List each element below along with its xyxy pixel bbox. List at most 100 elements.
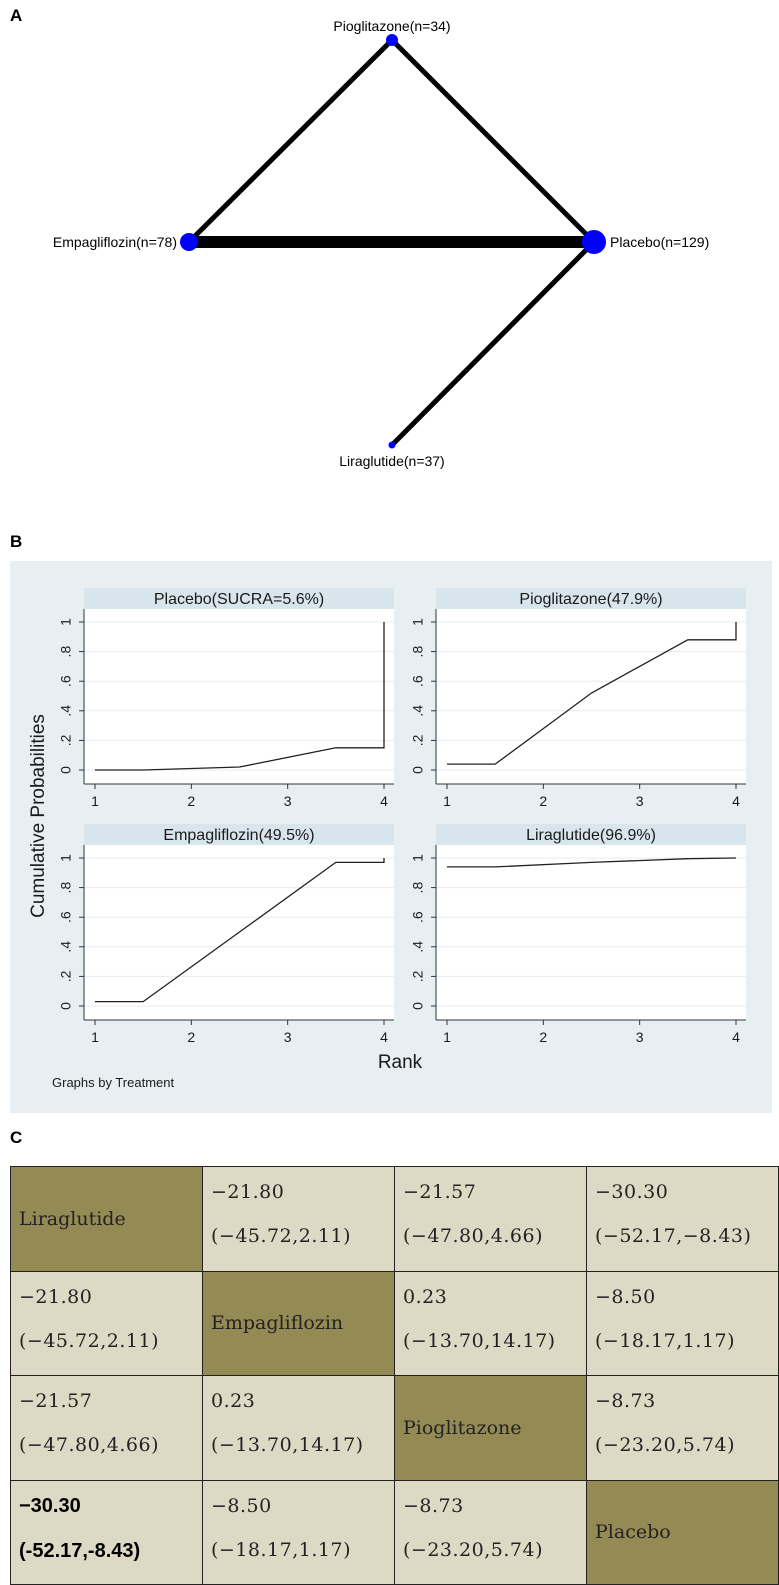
effect-estimate: −8.50 — [211, 1494, 272, 1517]
confidence-interval: (−18.17,1.17) — [211, 1538, 351, 1561]
effect-estimate: −30.30 — [595, 1181, 669, 1203]
confidence-interval: (-52.17,-8.43) — [19, 1539, 141, 1562]
x-tick-label: 2 — [187, 1029, 195, 1045]
y-tick-label: .6 — [410, 675, 426, 687]
x-tick-label: 1 — [443, 793, 451, 809]
x-tick-label: 2 — [187, 793, 195, 809]
league-cell: −30.30 (-52.17,-8.43) — [10, 1479, 203, 1585]
league-row: −21.80 (−45.72,2.11) Empagliflozin 0.23 (−13… — [10, 1270, 779, 1376]
y-tick-label: 1 — [58, 618, 74, 626]
x-tick-label: 1 — [91, 1029, 99, 1045]
network-plot: Pioglitazone(n=34) Empagliflozin(n=78) P… — [53, 18, 709, 469]
confidence-interval: (−23.20,5.74) — [403, 1538, 543, 1561]
x-tick-label: 4 — [732, 793, 740, 809]
node-label-pioglitazone: Pioglitazone(n=34) — [333, 18, 450, 34]
league-cell: −21.80 (−45.72,2.11) — [10, 1270, 203, 1376]
y-tick-label: .8 — [410, 646, 426, 658]
node-label-placebo: Placebo(n=129) — [610, 234, 709, 250]
y-tick-label: .8 — [58, 646, 74, 658]
effect-estimate: −30.30 — [19, 1494, 81, 1517]
x-tick-label: 4 — [380, 793, 388, 809]
y-tick-label: .6 — [58, 675, 74, 687]
cumulative-rank-line — [95, 622, 385, 771]
effect-estimate: −8.73 — [403, 1494, 464, 1517]
network-edges — [187, 38, 596, 447]
plot-area — [84, 609, 394, 784]
confidence-interval: (−45.72,2.11) — [19, 1329, 159, 1352]
node-pioglitazone — [386, 34, 398, 46]
x-tick-label: 1 — [443, 1029, 451, 1045]
sucra-chart: Placebo(SUCRA=5.6%) 0 .2 .4 .6 .8 1 1 2 3 4 Pioglit… — [10, 561, 772, 1113]
league-diagonal-cell: Pioglitazone — [394, 1375, 587, 1481]
league-cell: 0.23 (−13.70,14.17) — [202, 1375, 395, 1481]
confidence-interval: (−47.80,4.66) — [19, 1434, 159, 1456]
facet-header — [436, 824, 746, 845]
x-tick-label: 1 — [91, 793, 99, 809]
league-cell: −8.73 (−23.20,5.74) — [394, 1479, 587, 1585]
league-diagonal-cell: Empagliflozin — [202, 1270, 395, 1376]
chart-note: Graphs by Treatment — [52, 1075, 174, 1090]
y-axis-title: Cumulative Probabilities — [28, 714, 49, 918]
x-tick-label: 3 — [636, 1029, 644, 1045]
x-tick-label: 2 — [539, 1029, 547, 1045]
league-cell: −8.50 (−18.17,1.17) — [202, 1479, 395, 1585]
effect-estimate: 0.23 — [403, 1285, 448, 1308]
facet-title: Empagliflozin(49.5%) — [163, 827, 314, 844]
edge-pioglitazone-placebo — [390, 38, 596, 244]
node-placebo — [582, 230, 606, 254]
facet-title: Pioglitazone(47.9%) — [519, 591, 662, 608]
confidence-interval: (−47.80,4.66) — [403, 1225, 543, 1247]
effect-estimate: −21.80 — [19, 1285, 93, 1308]
y-tick-label: .8 — [58, 882, 74, 894]
facet-3: Empagliflozin(49.5%) 0 .2 .4 .6 .8 1 1 2 3 4 — [58, 824, 394, 1045]
node-liraglutide — [388, 441, 396, 449]
facet-1: Placebo(SUCRA=5.6%) 0 .2 .4 .6 .8 1 1 2 3 4 — [58, 588, 394, 809]
facet-2: Pioglitazone(47.9%) 0 .2 .4 .6 .8 1 1 2 3 4 — [410, 588, 746, 809]
edge-pioglitazone-empagliflozin — [187, 38, 394, 244]
league-cell: −8.50 (−18.17,1.17) — [586, 1270, 779, 1376]
league-diagonal-cell: Liraglutide — [10, 1166, 203, 1272]
x-tick-label: 3 — [284, 793, 292, 809]
league-cell: 0.23 (−13.70,14.17) — [394, 1270, 587, 1376]
league-cell: −30.30 (−52.17,−8.43) — [586, 1166, 779, 1272]
y-tick-label: 1 — [410, 854, 426, 862]
treatment-name: Liraglutide — [19, 1207, 126, 1230]
treatment-name: Placebo — [595, 1521, 671, 1544]
league-cell: −21.80 (−45.72,2.11) — [202, 1166, 395, 1272]
y-tick-label: .6 — [410, 911, 426, 923]
y-tick-label: .4 — [58, 705, 74, 717]
facet-header — [436, 588, 746, 609]
confidence-interval: (−23.20,5.74) — [595, 1434, 735, 1456]
confidence-interval: (−18.17,1.17) — [595, 1329, 735, 1352]
y-tick-label: 0 — [410, 766, 426, 774]
league-cell: −8.73 (−23.20,5.74) — [586, 1375, 779, 1481]
league-diagonal-cell: Placebo — [586, 1479, 779, 1585]
y-tick-label: 0 — [58, 1002, 74, 1010]
facet-4: Liraglutide(96.9%) 0 .2 .4 .6 .8 1 1 2 3 4 — [410, 824, 746, 1045]
facet-title: Placebo(SUCRA=5.6%) — [154, 591, 324, 608]
node-label-empagliflozin: Empagliflozin(n=78) — [53, 234, 177, 250]
node-label-liraglutide: Liraglutide(n=37) — [339, 453, 444, 469]
y-tick-label: .8 — [410, 882, 426, 894]
y-tick-label: .2 — [58, 970, 74, 982]
confidence-interval: (−13.70,14.17) — [403, 1329, 556, 1352]
league-row: Liraglutide −21.80 (−45.72,2.11) −21.57 (−47… — [10, 1166, 779, 1272]
y-tick-label: .2 — [58, 734, 74, 746]
league-cell: −21.57 (−47.80,4.66) — [10, 1375, 203, 1481]
confidence-interval: (−13.70,14.17) — [211, 1434, 364, 1456]
confidence-interval: (−52.17,−8.43) — [595, 1225, 752, 1247]
x-tick-label: 3 — [284, 1029, 292, 1045]
y-tick-label: .6 — [58, 911, 74, 923]
cumulative-rank-line — [447, 857, 737, 868]
y-tick-label: .4 — [410, 941, 426, 953]
facet-title: Liraglutide(96.9%) — [526, 827, 656, 844]
x-tick-label: 2 — [539, 793, 547, 809]
league-row: −30.30 (-52.17,-8.43) −8.50 (−18.17,1.17) −8… — [10, 1479, 779, 1585]
effect-estimate: −8.73 — [595, 1390, 656, 1412]
cumulative-rank-line — [447, 622, 737, 765]
facet-header — [84, 824, 394, 845]
league-table: Liraglutide −21.80 (−45.72,2.11) −21.57 (−47… — [10, 1166, 779, 1585]
panel-label-c: C — [10, 1128, 23, 1147]
y-tick-label: 1 — [410, 618, 426, 626]
y-tick-label: .2 — [410, 734, 426, 746]
